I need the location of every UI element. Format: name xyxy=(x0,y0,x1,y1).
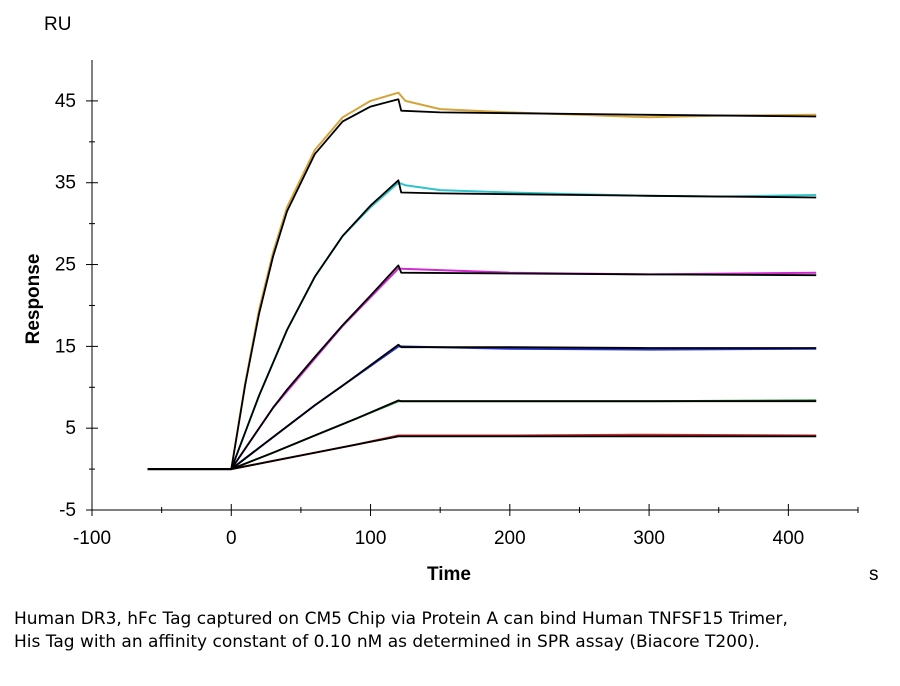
y-unit-label: RU xyxy=(44,14,71,35)
data-series-line xyxy=(147,91,817,471)
x-tick-label: 200 xyxy=(494,528,526,549)
y-tick-label: 15 xyxy=(55,336,76,357)
fit-curve-line xyxy=(147,179,817,470)
plot-area xyxy=(147,91,817,471)
y-tick-label: 35 xyxy=(55,173,76,194)
x-tick-label: 100 xyxy=(355,528,387,549)
y-tick-label: 5 xyxy=(65,418,76,439)
x-tick-label: -100 xyxy=(73,528,111,549)
axes: -5 5 15 25 35 45 -100 0 100 200 300 400 xyxy=(55,60,859,549)
y-axis-label: Response xyxy=(23,254,44,345)
x-tick-label: 300 xyxy=(633,528,665,549)
y-tick-label: 45 xyxy=(55,91,76,112)
fit-curve-line xyxy=(147,98,817,470)
y-tick-label: -5 xyxy=(59,500,76,521)
fit-curve-line xyxy=(147,264,817,470)
fit-curve-line xyxy=(147,399,817,470)
x-unit-label: s xyxy=(869,564,879,585)
x-tick-label: 0 xyxy=(226,528,237,549)
y-tick-label: 25 xyxy=(55,255,76,276)
spr-sensorgram-chart: -5 5 15 25 35 45 -100 0 100 200 300 400 RU Response… xyxy=(23,14,879,585)
fit-curve-line xyxy=(147,435,817,470)
data-series-line xyxy=(147,433,817,471)
x-tick-label: 400 xyxy=(773,528,805,549)
figure-caption: Human DR3, hFc Tag captured on CM5 Chip … xyxy=(14,609,788,652)
fit-curve-line xyxy=(147,343,817,470)
x-axis-label: Time xyxy=(427,564,471,585)
